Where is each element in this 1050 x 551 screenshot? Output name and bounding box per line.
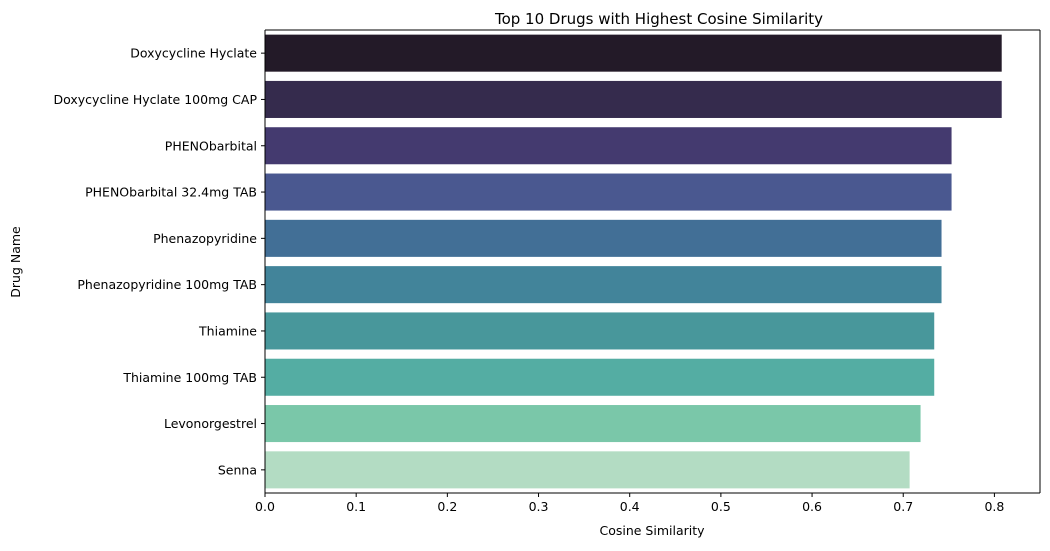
bar: [265, 173, 952, 211]
x-axis-ticks: 0.0 0.1 0.2 0.3 0.4 0.5 0.6 0.7 0.8: [255, 493, 1004, 514]
y-tick-label: PHENObarbital 32.4mg TAB: [85, 185, 257, 200]
x-tick-label: 0.6: [802, 499, 822, 514]
x-tick-label: 0.8: [984, 499, 1004, 514]
x-tick-label: 0.4: [620, 499, 640, 514]
y-tick-label: Doxycycline Hyclate: [130, 46, 257, 61]
bar: [265, 312, 935, 350]
y-tick-label: Senna: [218, 462, 257, 477]
bar: [265, 127, 952, 165]
bar: [265, 358, 935, 396]
y-axis-ticks: Doxycycline Hyclate Doxycycline Hyclate 1…: [54, 46, 265, 477]
bar: [265, 80, 1002, 118]
x-tick-label: 0.5: [711, 499, 731, 514]
y-tick-label: Thiamine: [198, 323, 257, 338]
bars-group: [265, 34, 1002, 489]
x-tick-label: 0.7: [893, 499, 913, 514]
y-tick-label: Levonorgestrel: [164, 416, 257, 431]
x-tick-label: 0.3: [529, 499, 549, 514]
bar: [265, 219, 942, 257]
y-tick-label: Doxycycline Hyclate 100mg CAP: [54, 92, 258, 107]
bar: [265, 34, 1002, 72]
bar: [265, 266, 942, 304]
y-tick-label: Phenazopyridine 100mg TAB: [77, 277, 257, 292]
bar: [265, 451, 910, 489]
x-tick-label: 0.0: [255, 499, 275, 514]
y-axis-label: Drug Name: [8, 226, 23, 298]
y-tick-label: Phenazopyridine: [153, 231, 257, 246]
x-tick-label: 0.2: [437, 499, 457, 514]
y-tick-label: PHENObarbital: [165, 138, 257, 153]
bar: [265, 405, 921, 443]
y-tick-label: Thiamine 100mg TAB: [122, 370, 257, 385]
chart-title: Top 10 Drugs with Highest Cosine Similar…: [494, 10, 823, 28]
x-tick-label: 0.1: [346, 499, 366, 514]
x-axis-label: Cosine Similarity: [599, 523, 705, 538]
